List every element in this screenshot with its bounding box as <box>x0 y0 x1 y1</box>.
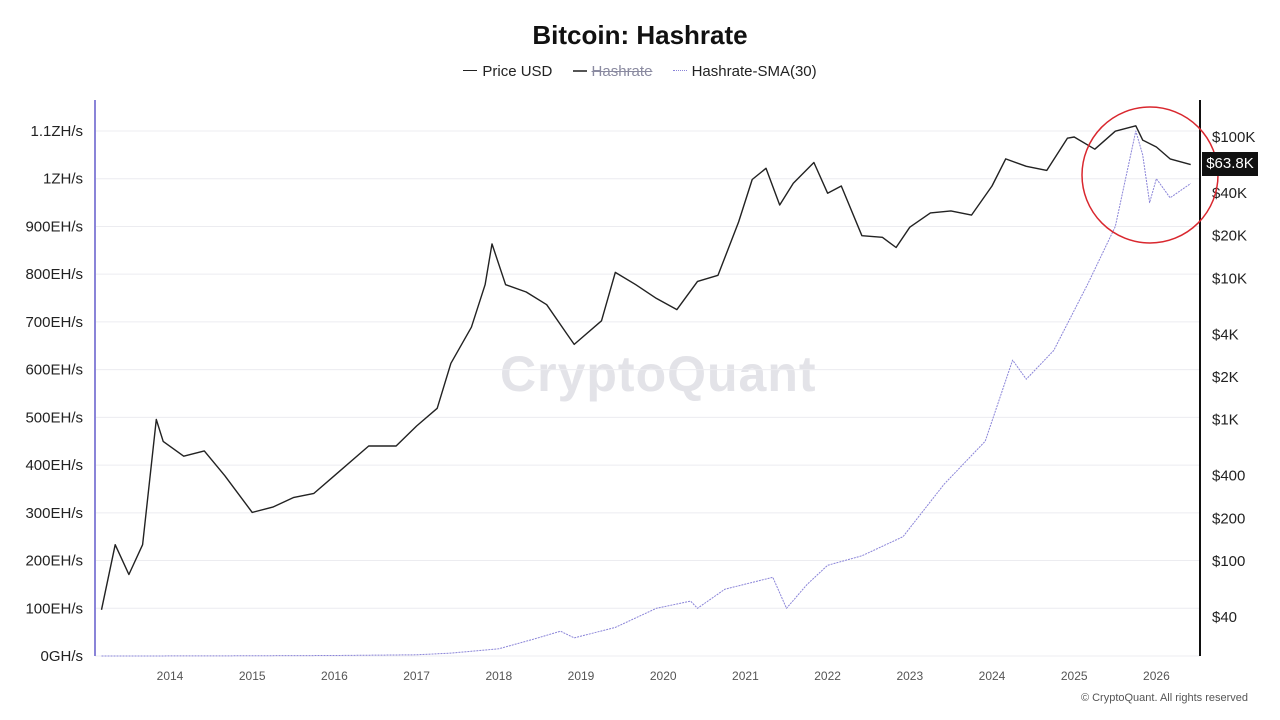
x-axis-tick-label: 2024 <box>979 669 1006 683</box>
y-axis-right-tick-label: $20K <box>1212 228 1247 245</box>
y-axis-left-tick-label: 800EH/s <box>25 266 83 283</box>
x-axis-tick-label: 2014 <box>157 669 184 683</box>
y-axis-right-tick-label: $100K <box>1212 129 1255 146</box>
y-axis-left-tick-label: 700EH/s <box>25 314 83 331</box>
x-axis-tick-label: 2015 <box>239 669 266 683</box>
y-axis-left-tick-label: 200EH/s <box>25 553 83 570</box>
y-axis-left-tick-label: 0GH/s <box>40 648 83 665</box>
y-axis-right-tick-label: $2K <box>1212 369 1239 386</box>
x-axis-tick-label: 2025 <box>1061 669 1088 683</box>
y-axis-left-tick-label: 500EH/s <box>25 409 83 426</box>
y-axis-left-tick-label: 400EH/s <box>25 457 83 474</box>
y-axis-right-tick-label: $400 <box>1212 468 1245 485</box>
legend-line-icon <box>572 69 587 72</box>
x-axis-tick-label: 2020 <box>650 669 677 683</box>
x-axis-tick-label: 2016 <box>321 669 348 683</box>
legend-dotted-line-icon <box>672 70 687 72</box>
legend-item-hashrate-sma[interactable]: Hashrate-SMA(30) <box>672 62 817 80</box>
price-usd-line <box>100 125 1191 610</box>
y-axis-right-tick-label: $4K <box>1212 326 1239 343</box>
x-axis-tick-label: 2023 <box>896 669 923 683</box>
y-axis-right-tick-label: $1K <box>1212 412 1239 429</box>
y-axis-left-tick-label: 100EH/s <box>25 600 83 617</box>
legend-line-icon <box>463 70 478 72</box>
current-price-badge: $63.8K <box>1202 152 1258 176</box>
copyright-text: © CryptoQuant. All rights reserved <box>1080 692 1248 704</box>
x-axis-tick-label: 2019 <box>568 669 595 683</box>
legend-item-price[interactable]: Price USD <box>463 63 552 80</box>
y-axis-left-tick-label: 600EH/s <box>25 362 83 379</box>
x-axis-tick-label: 2022 <box>814 669 841 683</box>
legend-label-hashrate: Hashrate <box>591 62 653 80</box>
legend-item-hashrate[interactable]: Hashrate <box>572 62 653 80</box>
x-axis-tick-label: 2021 <box>732 669 759 683</box>
legend-label-price: Price USD <box>482 62 553 80</box>
y-axis-left-tick-label: 900EH/s <box>25 218 83 235</box>
y-axis-left-tick-label: 1ZH/s <box>43 171 83 188</box>
chart-title: Bitcoin: Hashrate <box>532 20 748 50</box>
highlight-circle <box>1081 106 1219 244</box>
legend-label-hashrate-sma: Hashrate-SMA(30) <box>691 62 817 80</box>
x-axis-tick-label: 2026 <box>1143 669 1170 683</box>
y-axis-right-tick-label: $40 <box>1212 609 1237 626</box>
hashrate-sma-line <box>101 130 1191 657</box>
chart-legend: Price USD Hashrate Hashrate-SMA(30) <box>0 62 1280 80</box>
y-axis-left-tick-label: 1.1ZH/s <box>30 123 83 140</box>
y-axis-right-tick-label: $200 <box>1212 510 1245 527</box>
y-axis-right-tick-label: $10K <box>1212 270 1247 287</box>
y-axis-right-tick-label: $100 <box>1212 553 1245 570</box>
x-axis-tick-label: 2018 <box>485 669 512 683</box>
x-axis-tick-label: 2017 <box>403 669 430 683</box>
y-axis-left-tick-label: 300EH/s <box>25 505 83 522</box>
y-axis-right-tick-label: $40K <box>1212 185 1247 202</box>
watermark: CryptoQuant <box>500 346 817 402</box>
